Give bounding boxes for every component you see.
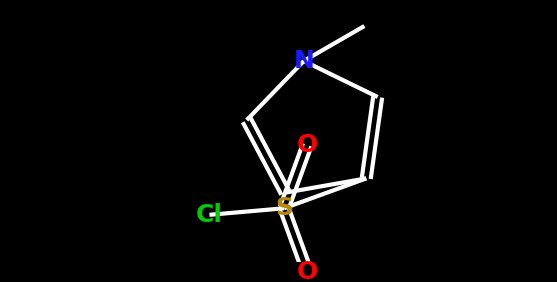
Text: O: O (296, 133, 318, 157)
Text: S: S (275, 196, 293, 220)
Text: O: O (296, 260, 318, 282)
Text: Cl: Cl (196, 203, 223, 227)
Text: N: N (294, 49, 314, 73)
